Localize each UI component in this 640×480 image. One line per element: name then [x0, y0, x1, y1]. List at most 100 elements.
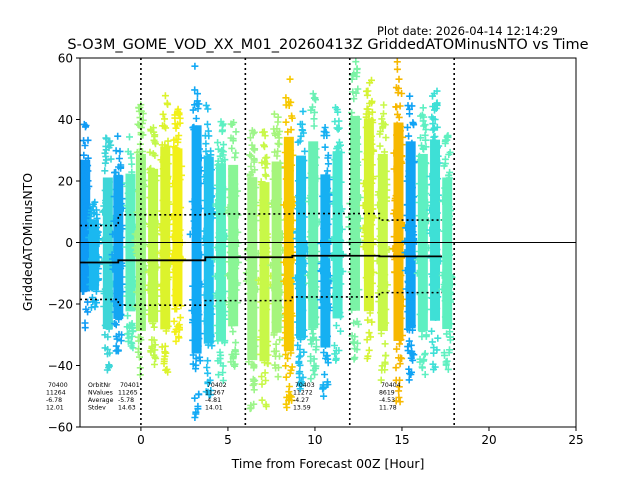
strip-markers-21	[345, 58, 364, 363]
data-strip-9	[186, 62, 206, 421]
stats-value: 11267	[205, 390, 225, 397]
stats-value: -4.81	[205, 397, 221, 404]
data-strip-17	[291, 107, 311, 393]
data-strip-1	[85, 198, 103, 311]
stats-header-label: Stdev	[88, 405, 106, 412]
x-tick-label: 15	[394, 433, 409, 447]
y-tick-label: −40	[48, 359, 73, 373]
stats-value: -4.27	[293, 397, 309, 404]
data-strip-22	[359, 76, 378, 362]
data-strip-15	[267, 110, 287, 381]
y-tick-label: 20	[58, 175, 73, 189]
data-strip-20	[328, 104, 347, 364]
strip-markers-17	[291, 107, 311, 393]
stats-value: 70400	[48, 382, 68, 389]
x-tick-label: 5	[224, 433, 232, 447]
stats-value: 70403	[295, 382, 315, 389]
data-strip-8	[168, 105, 187, 345]
x-axis-label: Time from Forecast 00Z [Hour]	[231, 456, 425, 471]
stats-value: 14.63	[118, 405, 136, 412]
upper-stdev-line	[80, 212, 442, 227]
stats-value: 8619	[379, 390, 395, 397]
strip-markers-27	[426, 87, 444, 373]
y-axis-label: GriddedATOMinusNTO	[20, 173, 35, 311]
data-strip-16	[280, 75, 298, 411]
strip-markers-1	[85, 198, 103, 311]
strip-core-16	[283, 136, 294, 352]
y-tick-label: −20	[48, 298, 73, 312]
lines-layer	[80, 58, 576, 427]
strip-core-14	[259, 182, 270, 362]
data-strip-10	[200, 101, 217, 399]
strip-markers-10	[200, 101, 217, 399]
strip-markers-16	[280, 75, 298, 411]
stats-header-label: NValues	[88, 390, 113, 397]
y-tick-label: 40	[58, 113, 73, 127]
axes-layer: 0 5 10 15 20 25 −60 −40 −20 0 20 40 60	[48, 52, 584, 448]
strip-core-11	[215, 163, 226, 341]
x-tick-label: 25	[568, 433, 583, 447]
strip-core-24	[393, 122, 404, 341]
stats-value: 70402	[207, 382, 227, 389]
stats-value: 11265	[118, 390, 138, 397]
data-strip-18	[304, 90, 323, 383]
strip-markers-18	[304, 90, 323, 383]
y-tick-label: −60	[48, 421, 73, 435]
strip-core-10	[203, 156, 214, 344]
chart-title: S-O3M_GOME_VOD_XX_M01_20260413Z GriddedA…	[67, 37, 588, 53]
strip-markers-7	[156, 92, 175, 376]
strip-markers-13	[242, 127, 262, 413]
data-strip-7	[156, 92, 175, 376]
stats-value: 12.01	[46, 405, 64, 412]
strip-markers-2	[98, 134, 117, 374]
data-strip-11	[211, 118, 231, 384]
stats-header-label: Average	[88, 397, 114, 404]
strip-markers-23	[373, 101, 393, 384]
strip-markers-11	[211, 118, 231, 384]
strip-markers-28	[438, 132, 456, 373]
data-strip-12	[224, 119, 242, 370]
strip-markers-15	[267, 110, 287, 381]
stats-value: -6.78	[46, 397, 62, 404]
strip-markers-19	[317, 124, 335, 400]
data-strip-13	[242, 127, 262, 413]
stats-header-label: OrbitNr	[88, 382, 111, 389]
strip-core-6	[148, 168, 159, 323]
x-tick-label: 0	[137, 433, 145, 447]
stats-value: -4.53	[379, 397, 395, 404]
stats-value: -5.78	[118, 397, 134, 404]
strip-markers-9	[186, 62, 206, 421]
stats-value: 14.01	[205, 405, 223, 412]
strip-markers-4	[122, 133, 141, 352]
strip-core-18	[308, 141, 319, 329]
y-tick-label: 0	[65, 236, 73, 250]
stats-value: 11272	[293, 390, 313, 397]
strip-core-28	[442, 177, 453, 330]
stats-value: 13.59	[293, 405, 311, 412]
strip-core-3	[113, 175, 124, 319]
data-strip-6	[144, 124, 162, 368]
x-tick-label: 10	[307, 433, 322, 447]
strip-core-19	[320, 174, 331, 348]
strip-markers-20	[328, 104, 347, 364]
mean-line	[80, 254, 442, 264]
strip-markers-8	[168, 105, 187, 345]
data-strip-27	[426, 87, 444, 373]
x-tick-label: 20	[481, 433, 496, 447]
data-strip-28	[438, 132, 456, 373]
stats-value: 70401	[120, 382, 140, 389]
plot-date: Plot date: 2026-04-14 12:14:29	[377, 24, 558, 38]
data-strip-2	[98, 134, 117, 374]
strip-core-7	[160, 146, 171, 330]
lower-stdev-line	[80, 291, 442, 307]
y-tick-label: 60	[58, 52, 73, 66]
stats-value: 70404	[381, 382, 401, 389]
strip-markers-6	[144, 124, 162, 368]
